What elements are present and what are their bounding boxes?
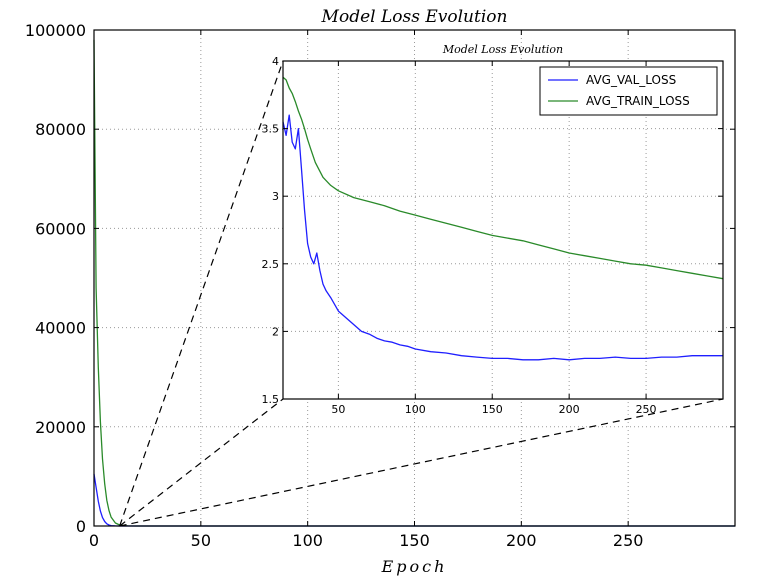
- zoom-connector-line: [119, 398, 284, 527]
- main-x-tick-label: 0: [89, 531, 99, 550]
- main-y-ticks: 0 20000 40000 60000 80000 100000: [25, 21, 735, 536]
- inset-y-tick-label: 3.5: [262, 123, 280, 136]
- inset-x-tick-label: 100: [405, 403, 426, 416]
- inset-y-tick-label: 4: [272, 55, 279, 68]
- inset-grid: [283, 61, 723, 399]
- inset-y-tick-label: 3: [272, 190, 279, 203]
- main-x-ticks: 0 50 100 150 200 250: [89, 30, 644, 550]
- inset-x-tick-label: 200: [559, 403, 580, 416]
- inset-y-tick-label: 1.5: [262, 393, 280, 406]
- inset-plot-area: [283, 61, 723, 399]
- inset-series-group: [282, 76, 724, 361]
- legend-label-val: AVG_VAL_LOSS: [586, 73, 676, 87]
- inset-x-tick-label: 150: [482, 403, 503, 416]
- zoom-connector-lines: [119, 60, 724, 527]
- main-y-tick-label: 100000: [25, 21, 86, 40]
- legend-label-train: AVG_TRAIN_LOSS: [586, 94, 690, 108]
- main-chart-title: Model Loss Evolution: [321, 7, 508, 27]
- inset-y-ticks: 1.5 2 2.5 3 3.5 4: [262, 55, 723, 406]
- main-y-tick-label: 80000: [35, 120, 86, 139]
- inset-series-avg-val-loss: [282, 114, 723, 361]
- main-x-tick-label: 200: [506, 531, 537, 550]
- main-y-tick-label: 0: [76, 517, 86, 536]
- main-x-tick-label: 50: [191, 531, 211, 550]
- inset-chart-title: Model Loss Evolution: [442, 43, 563, 56]
- inset-series-avg-train-loss: [282, 76, 724, 280]
- inset-x-tick-label: 50: [331, 403, 345, 416]
- legend-box: [539, 66, 718, 116]
- zoom-connector-line: [119, 398, 724, 527]
- inset-plot-frame: [282, 60, 724, 400]
- main-x-axis-label: Epoch: [381, 557, 448, 576]
- main-x-tick-label: 100: [292, 531, 323, 550]
- inset-y-tick-label: 2.5: [262, 258, 280, 271]
- zoom-connector-line: [119, 60, 284, 527]
- main-x-tick-label: 250: [613, 531, 644, 550]
- legend: AVG_VAL_LOSS AVG_TRAIN_LOSS: [539, 66, 718, 116]
- main-x-tick-label: 150: [399, 531, 430, 550]
- inset-plot: 50 100 150 200 250 1.5 2 2.5 3 3.5 4 Model Loss E…: [262, 43, 724, 416]
- main-y-tick-label: 60000: [35, 219, 86, 238]
- main-y-tick-label: 20000: [35, 418, 86, 437]
- inset-y-tick-label: 2: [272, 325, 279, 338]
- inset-x-ticks: 50 100 150 200 250: [331, 61, 657, 416]
- main-y-tick-label: 40000: [35, 319, 86, 338]
- inset-x-tick-label: 250: [636, 403, 657, 416]
